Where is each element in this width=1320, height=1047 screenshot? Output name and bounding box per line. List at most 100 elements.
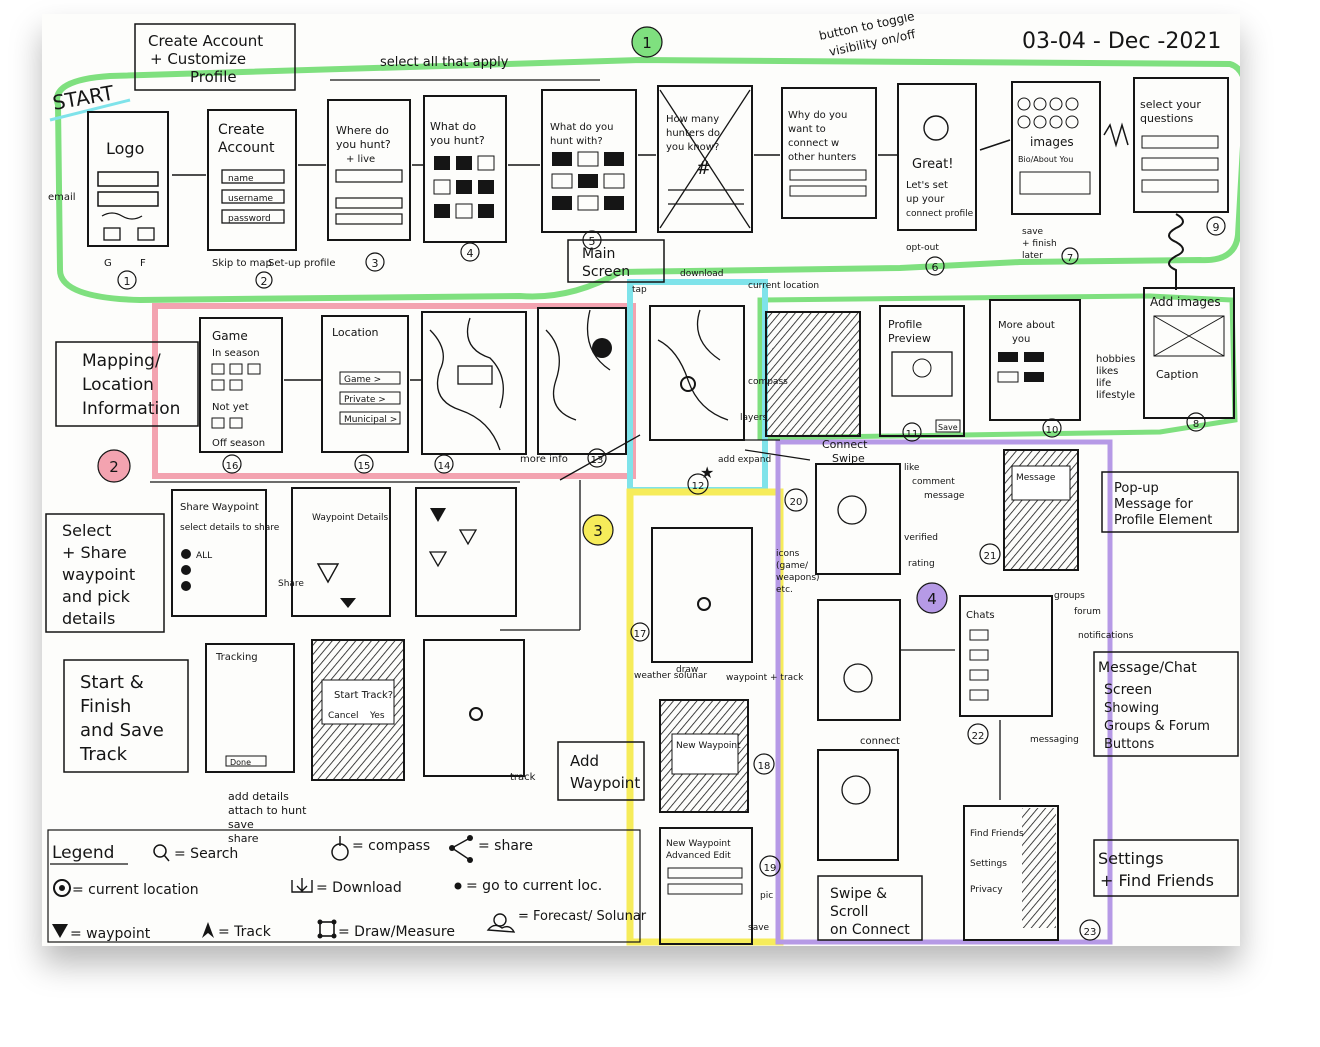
svg-text:add details: add details: [228, 790, 289, 803]
svg-text:17: 17: [634, 629, 647, 640]
callout-line-1: Create Account: [148, 32, 263, 50]
legend-download: = Download: [316, 880, 402, 896]
svg-text:like: like: [904, 463, 920, 473]
svg-text:save: save: [228, 818, 254, 831]
svg-text:Message/Chat: Message/Chat: [1098, 660, 1197, 676]
svg-text:lifestyle: lifestyle: [1096, 390, 1135, 401]
screen-2-create-account: Create Account name username password Sk…: [207, 109, 335, 289]
screen-18: New Waypoint 18: [659, 699, 775, 813]
svg-text:Cancel: Cancel: [328, 711, 359, 721]
svg-text:What do: What do: [430, 120, 476, 133]
svg-text:10: 10: [1046, 425, 1059, 436]
screen-19: New Waypoint Advanced Edit pic save 19: [659, 827, 781, 945]
svg-text:18: 18: [758, 761, 771, 772]
screen-9-questions: select your questions 9: [1133, 77, 1229, 236]
svg-text:email: email: [48, 192, 76, 203]
svg-text:Let's set: Let's set: [906, 180, 948, 191]
svg-text:(game/: (game/: [776, 561, 809, 571]
svg-text:download: download: [680, 269, 724, 279]
svg-text:Set-up profile: Set-up profile: [268, 258, 335, 269]
svg-text:21: 21: [984, 551, 997, 562]
svg-text:Where do: Where do: [336, 124, 389, 137]
svg-text:Share Waypoint: Share Waypoint: [180, 502, 259, 513]
svg-text:draw: draw: [676, 665, 698, 675]
screen-scroll-further: [817, 749, 899, 861]
section-1-badge: [631, 26, 663, 58]
svg-text:Buttons: Buttons: [1104, 737, 1155, 752]
svg-text:weather solunar: weather solunar: [634, 671, 707, 681]
section-4-badge: [916, 582, 948, 614]
section-1-lower-outline: [757, 293, 1238, 441]
svg-text:and pick: and pick: [62, 587, 131, 606]
svg-text:F: F: [140, 258, 146, 269]
svg-text:Settings: Settings: [1098, 849, 1164, 868]
svg-text:save: save: [748, 923, 770, 933]
svg-text:★: ★: [700, 463, 714, 482]
svg-text:Swipe: Swipe: [832, 452, 865, 465]
svg-text:Yes: Yes: [369, 711, 385, 721]
sketch-paper: 03-04 - Dec -2021 START Create Account +…: [42, 9, 1249, 946]
share-icon: [449, 835, 473, 863]
svg-text:22: 22: [972, 731, 985, 742]
section-4-highlight: [775, 439, 1113, 945]
mapping-callout: [55, 341, 199, 427]
svg-text:you hunt?: you hunt?: [336, 138, 391, 151]
section-3-badge: [582, 514, 614, 546]
share-waypoint-callout: [45, 513, 165, 633]
svg-text:Select: Select: [62, 521, 111, 540]
svg-text:Find Friends: Find Friends: [970, 829, 1024, 839]
screen-11-profile-preview: Profile Preview Save 11: [879, 305, 965, 442]
compass-icon: [331, 836, 349, 861]
svg-text:notifications: notifications: [1078, 631, 1134, 641]
svg-text:Add images: Add images: [1150, 295, 1221, 309]
svg-text:In season: In season: [212, 348, 260, 359]
svg-text:Account: Account: [218, 140, 275, 156]
svg-text:more info: more info: [520, 454, 568, 465]
add-waypoint-callout: [557, 741, 645, 801]
svg-text:icons: icons: [776, 549, 800, 559]
svg-text:on Connect: on Connect: [830, 922, 910, 938]
svg-text:13: 13: [591, 455, 604, 466]
message-chat-callout: [1093, 651, 1239, 757]
svg-text:Great!: Great!: [912, 157, 953, 172]
section-1-outline: [54, 57, 1249, 303]
svg-text:Logo: Logo: [106, 139, 144, 158]
magnifier-icon: [153, 844, 170, 862]
svg-text:Finish: Finish: [80, 696, 131, 717]
svg-text:New Waypoint: New Waypoint: [666, 839, 731, 849]
screen-1-logo: Logo email G F 1: [48, 111, 169, 290]
svg-text:Settings: Settings: [970, 859, 1007, 869]
svg-text:4: 4: [467, 247, 474, 260]
svg-text:groups: groups: [1054, 591, 1085, 601]
svg-text:Profile: Profile: [888, 318, 922, 331]
screen-how-many-hunters: How many hunters do you know? #: [657, 85, 753, 233]
svg-text:waypoint + track: waypoint + track: [726, 673, 804, 683]
svg-text:Location: Location: [82, 375, 154, 395]
svg-text:you: you: [1012, 334, 1030, 345]
screen-hatched-list: [765, 311, 861, 437]
svg-text:Information: Information: [82, 399, 180, 419]
settings-callout: [1093, 839, 1239, 897]
section-2-badge: [97, 449, 131, 483]
svg-text:Advanced Edit: Advanced Edit: [666, 851, 731, 861]
svg-text:Start &: Start &: [80, 672, 144, 693]
screen-7-images: images Bio/About You save + finish later…: [1011, 81, 1101, 265]
svg-text:hobbies: hobbies: [1096, 354, 1135, 365]
svg-text:you know?: you know?: [666, 142, 719, 153]
svg-text:waypoint: waypoint: [62, 565, 135, 584]
svg-text:messaging: messaging: [1030, 735, 1079, 745]
svg-text:Create: Create: [218, 122, 265, 138]
svg-text:Screen: Screen: [582, 264, 630, 280]
svg-text:+ finish: + finish: [1022, 239, 1057, 249]
screen-16-game: Game In season Not yet Off season 16: [199, 317, 283, 474]
svg-text:Chats: Chats: [966, 610, 995, 621]
svg-text:name: name: [228, 174, 254, 184]
svg-text:+ live: + live: [346, 154, 375, 165]
screen-14-map: 14: [421, 311, 527, 474]
date-label: 03-04 - Dec -2021: [1022, 29, 1221, 54]
legend-go-to-current: = go to current loc.: [466, 878, 602, 894]
svg-text:Caption: Caption: [1156, 368, 1199, 381]
svg-text:hunters do: hunters do: [666, 128, 720, 139]
svg-text:16: 16: [226, 461, 239, 472]
main-screen-callout: [567, 239, 665, 283]
